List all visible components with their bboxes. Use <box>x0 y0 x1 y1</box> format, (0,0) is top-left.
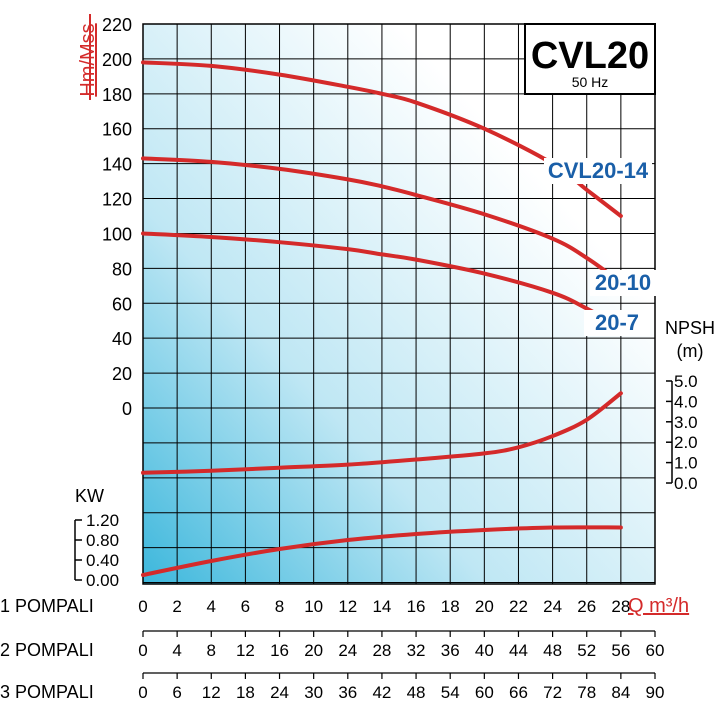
x-tick-label: 78 <box>577 683 596 702</box>
x-tick-label: 6 <box>172 683 181 702</box>
x-tick-label: 24 <box>338 641 357 660</box>
kw-tick-label: 1.20 <box>86 511 119 530</box>
x-tick-label: 18 <box>236 683 255 702</box>
head-tick-label: 40 <box>112 329 132 349</box>
npsh-tick-label: 2.0 <box>674 433 698 452</box>
x-tick-label: 60 <box>646 641 665 660</box>
axes <box>74 14 673 679</box>
x-tick-label: 36 <box>338 683 357 702</box>
series-label-bg <box>544 158 652 184</box>
x-tick-label: 18 <box>441 597 460 616</box>
x-tick-label: 16 <box>407 597 426 616</box>
x-tick-label: 0 <box>138 597 147 616</box>
head-tick-label: 180 <box>102 85 132 105</box>
series-label: 20-10 <box>595 270 651 295</box>
head-tick-label: 80 <box>112 259 132 279</box>
x-tick-label: 12 <box>338 597 357 616</box>
kw-tick-label: 0.00 <box>86 571 119 590</box>
x-tick-label: 56 <box>611 641 630 660</box>
x-tick-label: 2 <box>172 597 181 616</box>
series-label-bg <box>590 270 656 296</box>
grid <box>142 23 656 585</box>
title-box: CVL20 50 Hz <box>524 23 656 95</box>
head-tick-label: 200 <box>102 50 132 70</box>
x-tick-label: 4 <box>207 597 216 616</box>
npsh-tick-label: 4.0 <box>674 392 698 411</box>
x-tick-label: 48 <box>407 683 426 702</box>
series-label-bg <box>584 310 650 336</box>
x-tick-label: 48 <box>543 641 562 660</box>
x-tick-label: 60 <box>475 683 494 702</box>
plot-background <box>143 24 655 584</box>
x-axis-label: Q m³/h <box>628 595 689 617</box>
x-tick-label: 8 <box>275 597 284 616</box>
head-curve-20-7 <box>141 231 623 330</box>
kw-axis-label: KW <box>75 486 104 506</box>
x-tick-label: 12 <box>236 641 255 660</box>
x-tick-label: 30 <box>304 683 323 702</box>
x-tick-label: 90 <box>646 683 665 702</box>
head-tick-label: 160 <box>102 120 132 140</box>
x-tick-label: 4 <box>172 641 181 660</box>
x-tick-label: 32 <box>407 641 426 660</box>
head-tick-label: 120 <box>102 190 132 210</box>
x-tick-label: 44 <box>509 641 528 660</box>
head-curve-20-10 <box>141 156 623 285</box>
npsh-tick-label: 0.0 <box>674 474 698 493</box>
x-tick-label: 52 <box>577 641 596 660</box>
x-tick-label: 22 <box>509 597 528 616</box>
x-row-label: 3 POMPALI <box>0 682 94 702</box>
chart-title: CVL20 <box>531 35 649 77</box>
head-tick-label: 220 <box>102 15 132 35</box>
x-tick-label: 20 <box>304 641 323 660</box>
kw-curve <box>141 525 623 577</box>
series-label: 20-7 <box>595 310 639 335</box>
x-tick-label: 26 <box>577 597 596 616</box>
x-tick-label: 8 <box>207 641 216 660</box>
head-axis-label: Hm/Mss <box>77 23 99 96</box>
x-tick-label: 0 <box>138 641 147 660</box>
x-tick-label: 28 <box>372 641 391 660</box>
kw-tick-label: 0.40 <box>86 551 119 570</box>
x-tick-label: 28 <box>611 597 630 616</box>
x-tick-label: 20 <box>475 597 494 616</box>
head-tick-label: 20 <box>112 364 132 384</box>
npsh-axis-unit: (m) <box>677 341 704 361</box>
head-tick-label: 100 <box>102 224 132 244</box>
x-tick-label: 54 <box>441 683 460 702</box>
head-tick-label: 140 <box>102 155 132 175</box>
series-label: CVL20-14 <box>548 158 649 183</box>
x-tick-label: 10 <box>304 597 323 616</box>
plot-frame <box>142 23 656 585</box>
x-tick-label: 6 <box>241 597 250 616</box>
x-tick-label: 24 <box>543 597 562 616</box>
chart-subtitle: 50 Hz <box>572 74 609 90</box>
x-row-label: 1 POMPALI <box>0 596 94 616</box>
x-tick-label: 84 <box>611 683 630 702</box>
x-tick-label: 0 <box>138 683 147 702</box>
npsh-curve <box>141 391 623 475</box>
npsh-tick-label: 3.0 <box>674 413 698 432</box>
x-tick-label: 40 <box>475 641 494 660</box>
x-tick-label: 24 <box>270 683 289 702</box>
head-tick-label: 60 <box>112 294 132 314</box>
head-tick-label: 0 <box>122 399 132 419</box>
npsh-axis-label: NPSH <box>665 318 715 338</box>
npsh-tick-label: 5.0 <box>674 372 698 391</box>
npsh-tick-label: 1.0 <box>674 454 698 473</box>
x-tick-label: 72 <box>543 683 562 702</box>
x-tick-label: 42 <box>372 683 391 702</box>
kw-tick-label: 0.80 <box>86 531 119 550</box>
x-tick-label: 12 <box>202 683 221 702</box>
x-row-label: 2 POMPALI <box>0 640 94 660</box>
x-tick-label: 16 <box>270 641 289 660</box>
x-tick-label: 36 <box>441 641 460 660</box>
labels: 2202001801601401201008060402005.04.03.02… <box>0 15 698 702</box>
x-tick-label: 66 <box>509 683 528 702</box>
x-tick-label: 14 <box>372 597 391 616</box>
curves <box>141 60 623 577</box>
